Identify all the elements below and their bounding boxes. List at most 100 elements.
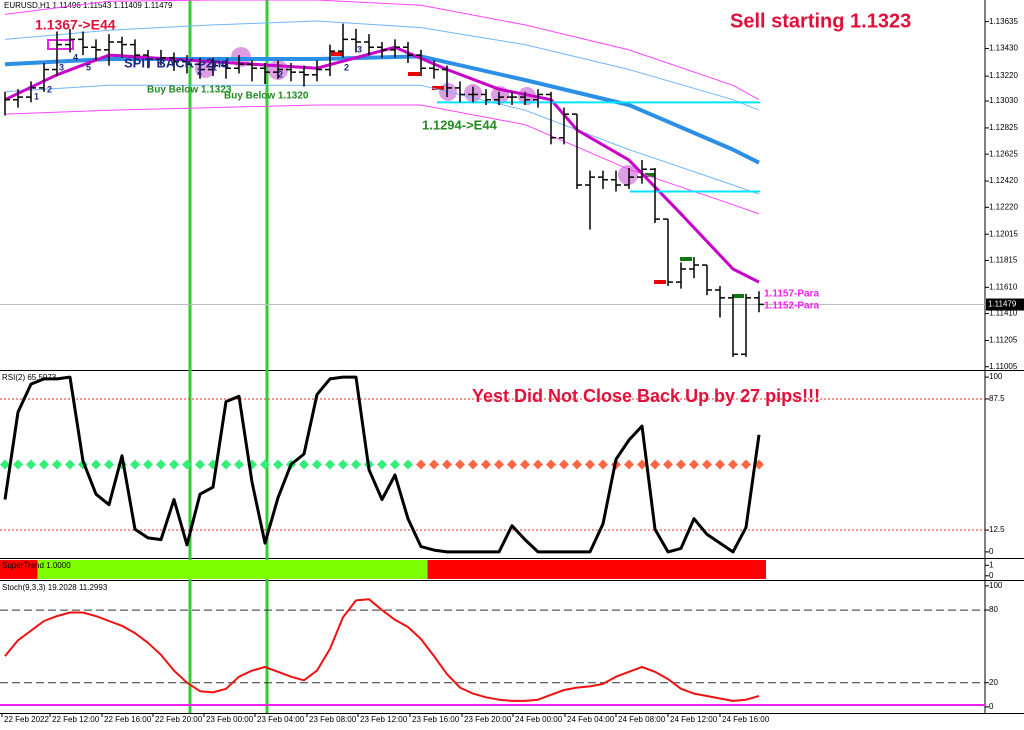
- signal-diamond: [351, 459, 361, 470]
- trend-bar: [180, 560, 194, 579]
- trend-bar: [622, 560, 636, 579]
- sell-tick: [654, 280, 666, 284]
- signal-diamond: [650, 459, 660, 470]
- x-tick-label: 22 Feb 2022: [4, 715, 49, 724]
- trend-bar: [362, 560, 376, 579]
- signal-diamond: [546, 459, 556, 470]
- signal-diamond: [338, 459, 348, 470]
- trend-bar: [323, 560, 337, 579]
- trend-bar: [596, 560, 610, 579]
- annotation: 1.1367->E44: [35, 17, 116, 33]
- signal-diamond: [455, 459, 465, 470]
- annotation: Yest Did Not Close Back Up by 27 pips!!!: [472, 386, 820, 406]
- signal-diamond: [637, 459, 647, 470]
- marker-box: [47, 39, 74, 50]
- signal-diamond: [728, 459, 738, 470]
- y-tick-label: 1.11205: [989, 336, 1018, 345]
- trend-bar: [674, 560, 688, 579]
- annotation: Buy Below 1.1323: [147, 85, 232, 96]
- y-tick-label: 0: [989, 571, 994, 580]
- indicator-line: [4, 20, 760, 111]
- trend-bar: [232, 560, 246, 579]
- signal-diamond: [143, 459, 153, 470]
- x-tick-label: 23 Feb 08:00: [309, 715, 357, 724]
- signal-diamond: [130, 459, 140, 470]
- trend-bar: [414, 560, 428, 579]
- trend-bar: [466, 560, 480, 579]
- annotation: 3: [59, 62, 64, 72]
- trend-bar: [635, 560, 649, 579]
- signal-diamond: [572, 459, 582, 470]
- y-tick-label: 1.12220: [989, 202, 1018, 211]
- signal-diamond: [234, 459, 244, 470]
- signal-diamond: [260, 459, 270, 470]
- trend-bar: [687, 560, 701, 579]
- trend-bar: [193, 560, 207, 579]
- sell-tick: [408, 72, 420, 76]
- trend-bar: [141, 560, 155, 579]
- trend-bar: [726, 560, 740, 579]
- signal-diamond: [494, 459, 504, 470]
- trend-bar: [479, 560, 493, 579]
- annotation: 2: [47, 84, 52, 94]
- y-tick-label: 80: [989, 605, 998, 614]
- signal-diamond: [26, 459, 36, 470]
- y-tick-label: 1.12825: [989, 123, 1018, 132]
- trend-bar: [37, 560, 51, 579]
- y-tick-label: 1.13430: [989, 44, 1018, 53]
- y-tick-label: 1: [989, 560, 994, 569]
- y-tick-label: 20: [989, 678, 998, 687]
- y-tick-label: 1.11410: [989, 309, 1018, 318]
- trend-bar: [427, 560, 441, 579]
- panel-frames: [0, 0, 1024, 714]
- x-tick-label: 24 Feb 00:00: [515, 715, 563, 724]
- signal-diamond: [39, 459, 49, 470]
- y-tick-label: 1.13220: [989, 71, 1018, 80]
- x-tick-label: 22 Feb 16:00: [104, 715, 152, 724]
- x-tick-label: 24 Feb 04:00: [567, 715, 615, 724]
- buy-tick: [680, 257, 692, 261]
- trend-bar: [115, 560, 129, 579]
- chart-header: EURUSD,H1 1.11496 1.11543 1.11409 1.1147…: [4, 1, 173, 10]
- signal-diamond: [624, 459, 634, 470]
- y-tick-label: 1.11005: [989, 362, 1018, 371]
- trend-bar: [401, 560, 415, 579]
- trend-bar: [89, 560, 103, 579]
- trend-bar: [453, 560, 467, 579]
- trend-bar: [11, 560, 25, 579]
- trend-bar: [63, 560, 77, 579]
- signal-diamond: [169, 459, 179, 470]
- y-tick-label: 1.12015: [989, 229, 1018, 238]
- trend-bar: [648, 560, 662, 579]
- trend-bar: [492, 560, 506, 579]
- y-tick-label: 1.11610: [989, 282, 1018, 291]
- signal-diamond: [156, 459, 166, 470]
- indicator-line: [4, 104, 760, 215]
- trend-bar: [440, 560, 454, 579]
- x-tick-label: 23 Feb 12:00: [360, 715, 408, 724]
- signal-diamond: [585, 459, 595, 470]
- y-tick-label: 100: [989, 581, 1003, 590]
- indicator-line: [4, 84, 760, 195]
- trend-bar: [349, 560, 363, 579]
- signal-diamond: [312, 459, 322, 470]
- signal-diamond: [507, 459, 517, 470]
- annotation: 5: [86, 62, 91, 72]
- current-price-box: [986, 298, 1024, 311]
- signal-diamond: [741, 459, 751, 470]
- trend-bar: [531, 560, 545, 579]
- trend-bar: [102, 560, 116, 579]
- y-tick-label: 1.12625: [989, 149, 1018, 158]
- x-tick-label: 24 Feb 12:00: [670, 715, 718, 724]
- y-tick-label: 87.5: [989, 394, 1005, 403]
- signal-diamond: [221, 459, 231, 470]
- y-tick-label: 1.13030: [989, 96, 1018, 105]
- trend-bar: [0, 560, 12, 579]
- annotation: 2: [197, 66, 202, 76]
- signal-diamond: [377, 459, 387, 470]
- trend-bar: [219, 560, 233, 579]
- signal-diamond: [520, 459, 530, 470]
- rsi-title: RSI(2) 65.5973: [2, 373, 57, 382]
- current-price-label: 1.11479: [988, 300, 1017, 309]
- signal-diamond: [481, 459, 491, 470]
